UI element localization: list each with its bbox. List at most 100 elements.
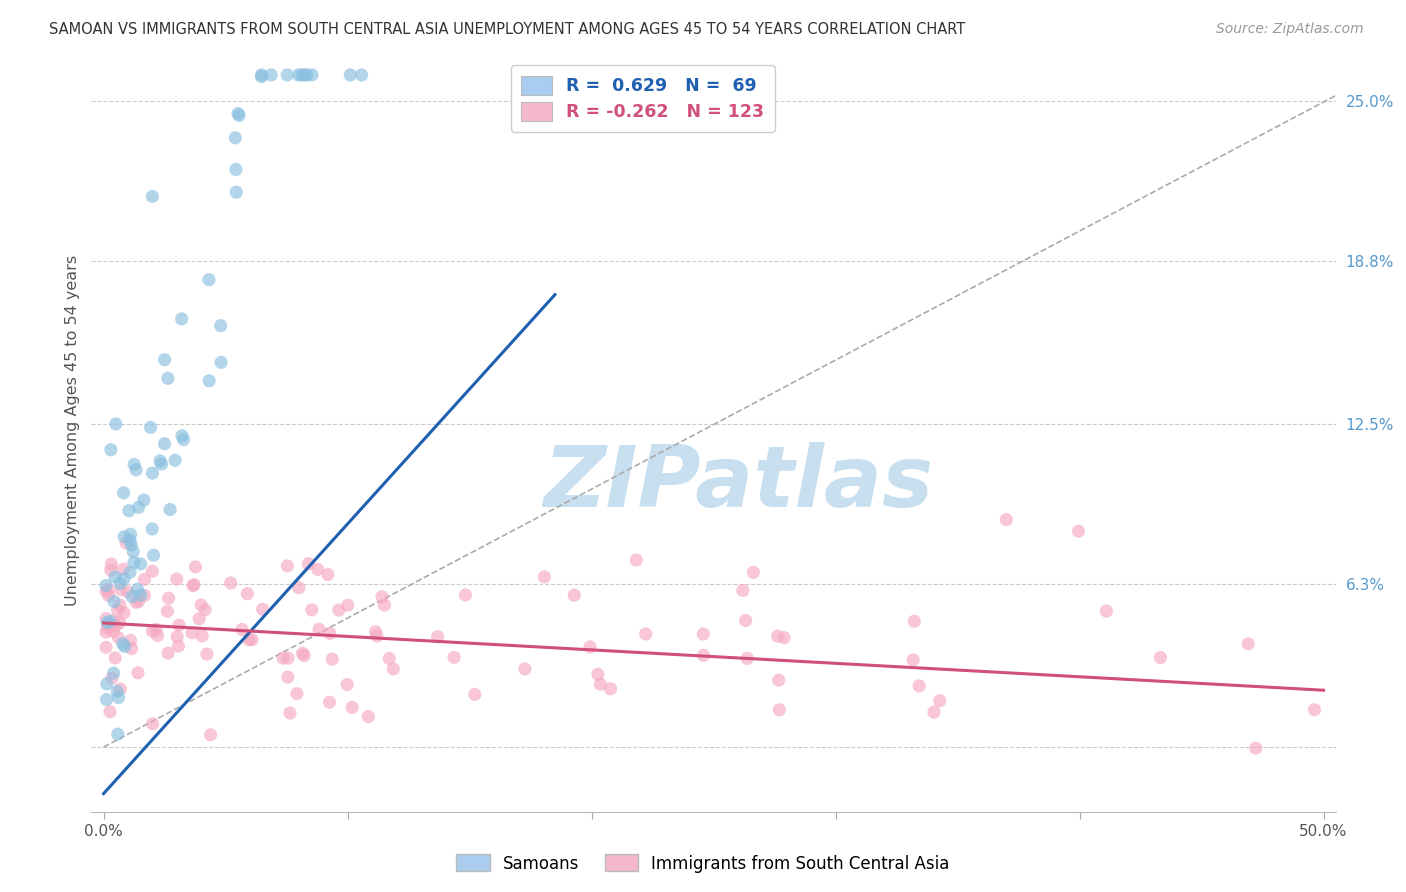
Point	[166, 572, 188, 586]
Point	[288, 581, 311, 595]
Point	[141, 522, 163, 536]
Point	[115, 536, 138, 550]
Point	[292, 648, 315, 663]
Point	[122, 544, 145, 558]
Point	[110, 681, 132, 696]
Point	[141, 624, 163, 639]
Point	[107, 631, 129, 645]
Point	[589, 677, 612, 691]
Point	[287, 68, 309, 82]
Point	[291, 646, 314, 660]
Point	[150, 457, 173, 471]
Point	[98, 615, 121, 629]
Point	[443, 650, 465, 665]
Point	[692, 627, 714, 641]
Point	[128, 594, 150, 608]
Point	[103, 666, 125, 681]
Point	[336, 598, 359, 612]
Point	[117, 585, 139, 599]
Point	[94, 640, 117, 655]
Point	[134, 573, 156, 587]
Point	[118, 533, 141, 548]
Point	[112, 572, 135, 586]
Point	[166, 630, 188, 644]
Point	[156, 371, 179, 385]
Point	[742, 566, 765, 580]
Point	[181, 578, 204, 592]
Point	[167, 639, 190, 653]
Point	[294, 68, 316, 82]
Point	[97, 582, 120, 597]
Point	[198, 273, 221, 287]
Point	[157, 591, 180, 606]
Point	[225, 162, 247, 177]
Point	[277, 651, 299, 665]
Text: ZIPatlas: ZIPatlas	[543, 442, 934, 525]
Point	[111, 637, 134, 651]
Point	[766, 629, 789, 643]
Point	[96, 615, 118, 630]
Point	[285, 687, 308, 701]
Point	[562, 588, 585, 602]
Point	[101, 671, 124, 685]
Point	[142, 716, 165, 731]
Point	[209, 318, 232, 333]
Point	[768, 673, 790, 688]
Point	[290, 68, 312, 82]
Point	[159, 502, 181, 516]
Point	[533, 570, 555, 584]
Point	[278, 706, 301, 720]
Point	[219, 576, 242, 591]
Point	[108, 576, 131, 591]
Point	[901, 653, 924, 667]
Point	[382, 662, 405, 676]
Point	[121, 641, 143, 656]
Point	[252, 602, 274, 616]
Point	[94, 578, 117, 592]
Point	[922, 705, 945, 719]
Point	[928, 694, 950, 708]
Point	[118, 504, 141, 518]
Point	[125, 595, 148, 609]
Point	[908, 679, 931, 693]
Point	[165, 453, 187, 467]
Point	[260, 68, 283, 82]
Text: SAMOAN VS IMMIGRANTS FROM SOUTH CENTRAL ASIA UNEMPLOYMENT AMONG AGES 45 TO 54 YE: SAMOAN VS IMMIGRANTS FROM SOUTH CENTRAL …	[49, 22, 966, 37]
Point	[97, 589, 120, 603]
Point	[112, 562, 135, 576]
Point	[378, 651, 401, 665]
Point	[103, 615, 125, 629]
Point	[173, 433, 195, 447]
Y-axis label: Unemployment Among Ages 45 to 54 years: Unemployment Among Ages 45 to 54 years	[65, 255, 80, 606]
Point	[128, 500, 150, 515]
Legend: R =  0.629   N =  69, R = -0.262   N = 123: R = 0.629 N = 69, R = -0.262 N = 123	[510, 65, 775, 132]
Point	[321, 652, 343, 666]
Point	[301, 68, 323, 82]
Point	[120, 538, 142, 552]
Point	[200, 728, 222, 742]
Point	[107, 690, 129, 705]
Point	[104, 619, 127, 633]
Point	[167, 618, 190, 632]
Point	[301, 603, 323, 617]
Point	[768, 703, 790, 717]
Point	[153, 352, 176, 367]
Point	[1244, 741, 1267, 756]
Point	[96, 692, 118, 706]
Point	[94, 625, 117, 640]
Point	[240, 632, 263, 647]
Point	[336, 677, 359, 691]
Point	[995, 512, 1018, 526]
Point	[129, 557, 152, 571]
Point	[513, 662, 536, 676]
Point	[318, 695, 340, 709]
Point	[599, 681, 621, 696]
Point	[125, 463, 148, 477]
Point	[100, 442, 122, 457]
Point	[1095, 604, 1118, 618]
Point	[104, 651, 127, 665]
Point	[98, 705, 121, 719]
Point	[731, 583, 754, 598]
Point	[454, 588, 477, 602]
Point	[277, 670, 299, 684]
